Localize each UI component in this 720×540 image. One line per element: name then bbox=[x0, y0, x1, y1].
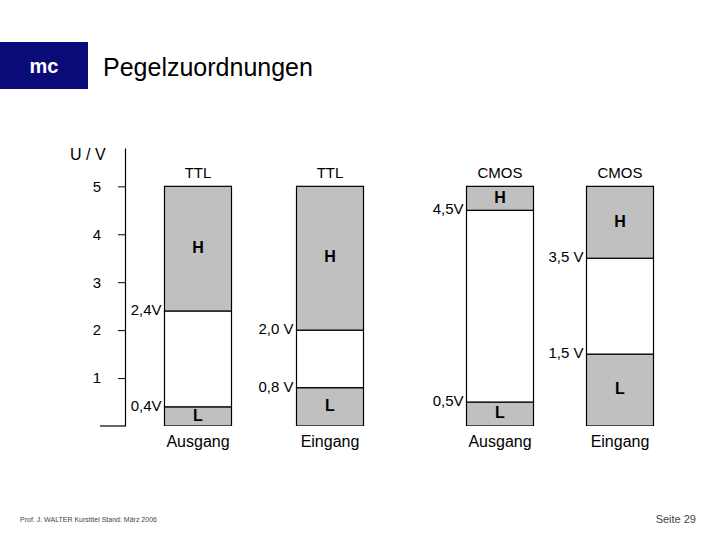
threshold-label: 0,5V bbox=[433, 392, 464, 409]
y-tick-label: 2 bbox=[93, 321, 101, 338]
threshold-label: 2,4V bbox=[131, 301, 162, 318]
bar-segment bbox=[587, 186, 654, 258]
logo: mc bbox=[30, 55, 59, 77]
threshold-label: 0,4V bbox=[131, 397, 162, 414]
level-label: H bbox=[614, 213, 626, 230]
group-label: CMOS bbox=[478, 164, 523, 181]
y-tick: 1 bbox=[93, 369, 125, 386]
category-label: Eingang bbox=[591, 433, 650, 450]
level-label: H bbox=[494, 189, 506, 206]
level-label: H bbox=[192, 239, 204, 256]
bar-segment bbox=[165, 311, 232, 407]
bar-segment bbox=[165, 407, 232, 426]
level-label: L bbox=[325, 397, 335, 414]
y-tick: 3 bbox=[93, 274, 125, 291]
threshold-label: 0,8 V bbox=[258, 378, 293, 395]
y-tick-mark bbox=[118, 186, 125, 187]
level-label: L bbox=[615, 380, 625, 397]
bar-segment bbox=[297, 186, 364, 330]
level-label: L bbox=[495, 404, 505, 421]
bar-segment bbox=[297, 330, 364, 388]
y-tick-label: 1 bbox=[93, 369, 101, 386]
bar-segment bbox=[587, 354, 654, 426]
category-label: Eingang bbox=[301, 433, 360, 450]
bars bbox=[165, 186, 654, 426]
category-label: Ausgang bbox=[166, 433, 229, 450]
group-label: CMOS bbox=[598, 164, 643, 181]
y-tick: 5 bbox=[93, 178, 125, 195]
y-tick-label: 5 bbox=[93, 178, 101, 195]
y-tick-mark bbox=[118, 378, 125, 379]
y-axis-line bbox=[125, 149, 126, 427]
slide: mc Pegelzuordnungen Prof. J. WALTER Kursti… bbox=[0, 0, 720, 540]
y-tick-mark bbox=[118, 282, 125, 283]
level-label: L bbox=[193, 407, 203, 424]
threshold-label: 1,5 V bbox=[548, 344, 583, 361]
footer-left: Prof. J. WALTER Kurstitel Stand: März 20… bbox=[20, 516, 157, 523]
threshold-label: 3,5 V bbox=[548, 248, 583, 265]
y-tick-mark bbox=[118, 234, 125, 235]
bar-segment bbox=[467, 210, 534, 402]
y-tick-label: 4 bbox=[93, 226, 101, 243]
y-axis: 1 2 3 4 5 bbox=[93, 149, 126, 427]
bar-segment bbox=[297, 388, 364, 426]
group-label: TTL bbox=[317, 164, 344, 181]
y-tick: 2 bbox=[93, 321, 125, 338]
labels: L L L L H H H H TTL TTL CMOS CMOS Ausgang Eingang Ausg… bbox=[131, 164, 650, 450]
bar-segment bbox=[467, 402, 534, 426]
y-tick-label: 3 bbox=[93, 274, 101, 291]
y-axis-title: U / V bbox=[70, 146, 106, 163]
title: Pegelzuordnungen bbox=[103, 53, 313, 81]
bar-segment bbox=[467, 186, 534, 210]
bar-segment bbox=[587, 258, 654, 354]
bar-segment bbox=[165, 186, 232, 311]
baseline bbox=[100, 425, 125, 426]
y-tick: 4 bbox=[93, 226, 125, 243]
y-tick-mark bbox=[118, 330, 125, 331]
threshold-label: 4,5V bbox=[433, 200, 464, 217]
logo-box bbox=[0, 42, 88, 89]
level-label: H bbox=[324, 248, 336, 265]
threshold-label: 2,0 V bbox=[258, 320, 293, 337]
category-label: Ausgang bbox=[468, 433, 531, 450]
group-label: TTL bbox=[185, 164, 212, 181]
footer-right: Seite 29 bbox=[656, 513, 696, 525]
